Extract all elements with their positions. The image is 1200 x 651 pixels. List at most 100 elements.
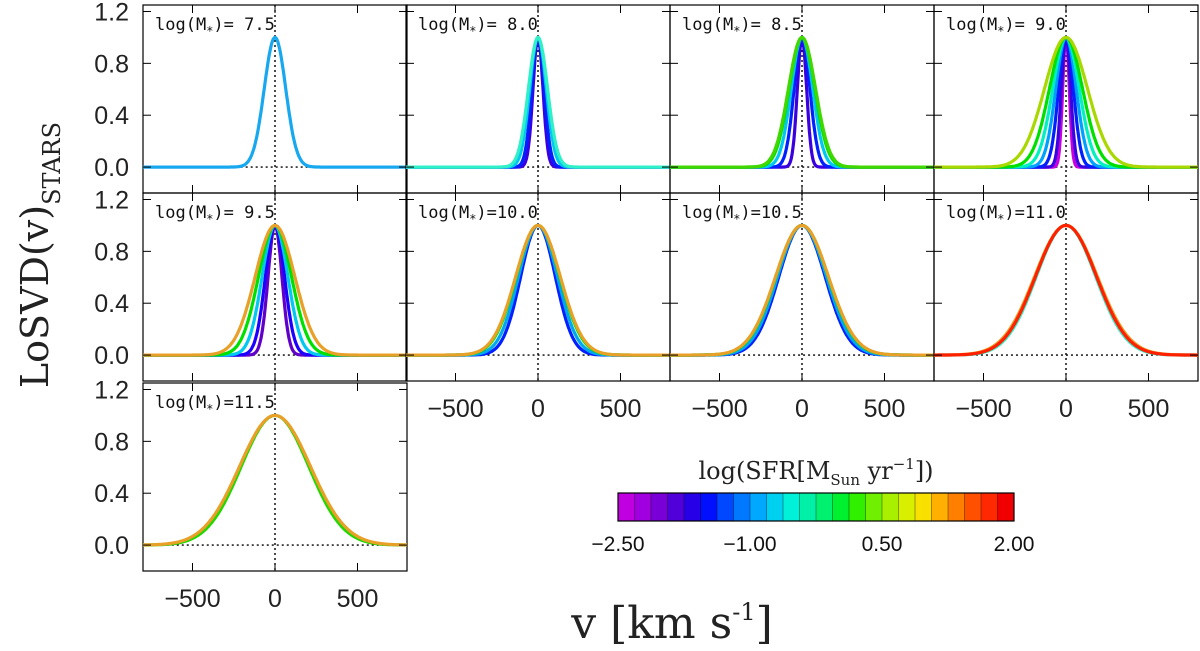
series-line-3 bbox=[406, 35, 670, 169]
y-tick-label: 0.0 bbox=[94, 154, 129, 182]
panel-3: log(M*)= 9.0 bbox=[933, 4, 1199, 194]
panel-label-prefix: log(M bbox=[682, 15, 733, 35]
colorbar-title-subscript: Sun bbox=[830, 471, 860, 489]
x-axis-title-main: v [km s bbox=[570, 598, 732, 649]
panel-label-subscript: * bbox=[206, 24, 213, 38]
panel-label: log(M*)= 9.0 bbox=[946, 15, 1066, 38]
colorbar-swatch bbox=[915, 493, 932, 521]
panel-label-subscript: * bbox=[997, 24, 1004, 38]
panel-label-suffix: )= bbox=[1004, 15, 1024, 35]
x-tick-label: 0 bbox=[795, 395, 809, 423]
x-axis-title-superscript: -1 bbox=[732, 598, 755, 626]
panel-7: −500 0 500 log(M*)=11.0 bbox=[933, 192, 1199, 423]
colorbar-swatch bbox=[948, 493, 965, 521]
y-tick-label: 0.8 bbox=[94, 50, 129, 78]
y-axis-title-subscript: STARS bbox=[38, 122, 66, 205]
colorbar-swatch bbox=[898, 493, 916, 521]
colorbar-title-suffix: ]) bbox=[915, 457, 934, 485]
panel-label-prefix: log(M bbox=[418, 15, 469, 35]
colorbar-swatch bbox=[849, 493, 866, 521]
colorbar-swatch bbox=[832, 493, 850, 521]
x-axis-title: v [km s-1] bbox=[570, 598, 773, 649]
colorbar-swatch bbox=[964, 493, 982, 521]
y-axis-title: LoSVD(v)STARS bbox=[13, 122, 66, 388]
panel-label-value: 10.5 bbox=[761, 203, 802, 223]
panel-label-prefix: log(M bbox=[155, 393, 206, 413]
series-line-6 bbox=[934, 35, 1198, 169]
x-tick-label: 0 bbox=[1059, 395, 1073, 423]
axis-titles: v [km s-1] LoSVD(v)STARS bbox=[13, 122, 773, 649]
panel-label: log(M*)= 7.5 bbox=[155, 15, 275, 38]
panel-label-suffix: )= bbox=[213, 203, 233, 223]
x-tick-label: −500 bbox=[691, 395, 747, 423]
colorbar-frame bbox=[617, 492, 1015, 522]
series-line-4 bbox=[143, 223, 407, 357]
panel-label-suffix: )= bbox=[476, 203, 496, 223]
colorbar-swatch bbox=[783, 493, 800, 521]
panel-6: −500 0 500 log(M*)=10.5 bbox=[669, 192, 935, 423]
panel-label-value: 8.5 bbox=[761, 15, 802, 35]
panel-label-value: 7.5 bbox=[234, 15, 275, 35]
panel-label-prefix: log(M bbox=[682, 203, 733, 223]
x-tick-label: 500 bbox=[600, 395, 642, 423]
colorbar-swatch bbox=[882, 493, 899, 521]
panel-label: log(M*)= 9.5 bbox=[155, 203, 275, 226]
y-tick-label: 0.0 bbox=[94, 532, 129, 560]
y-tick-label: 0.0 bbox=[94, 342, 129, 370]
panel-label-suffix: )= bbox=[1004, 203, 1024, 223]
panel-5: −500 0 500 log(M*)=10.0 bbox=[405, 192, 671, 423]
colorbar-tick-label: 0.50 bbox=[862, 533, 903, 556]
panel-label-subscript: * bbox=[206, 212, 213, 226]
panel-label-subscript: * bbox=[733, 212, 740, 226]
y-tick-label: 0.4 bbox=[94, 102, 129, 130]
panel-8: 0.0 0.4 0.8 1.2 −500 0 500 log(M*)=11.5 bbox=[94, 376, 408, 613]
y-tick-label: 0.8 bbox=[94, 238, 129, 266]
panel-label-subscript: * bbox=[206, 402, 213, 416]
x-tick-label: −500 bbox=[164, 585, 220, 613]
colorbar-swatch bbox=[667, 493, 685, 521]
colorbar-swatch bbox=[766, 493, 784, 521]
colorbar-swatch bbox=[931, 493, 949, 521]
panel-label-prefix: log(M bbox=[946, 203, 997, 223]
y-tick-label: 0.4 bbox=[94, 480, 129, 508]
panels-layer: 0.00.40.81.2 log(M*)= 7.5 log(M*)= 8.0 log(… bbox=[94, 0, 1199, 613]
series-line-3 bbox=[670, 223, 934, 357]
colorbar-title-prefix: log(SFR[M bbox=[698, 457, 830, 485]
panel-label-subscript: * bbox=[469, 212, 476, 226]
curves bbox=[143, 223, 407, 357]
colorbar-title: log(SFR[MSun yr−1]) bbox=[698, 455, 933, 489]
series-line-4 bbox=[670, 35, 934, 169]
colorbar-swatch bbox=[717, 493, 734, 521]
series-line-3 bbox=[406, 223, 670, 357]
x-tick-label: −500 bbox=[955, 395, 1011, 423]
curves bbox=[934, 35, 1198, 169]
colorbar-swatch bbox=[865, 493, 883, 521]
y-tick-label: 1.2 bbox=[94, 186, 129, 214]
x-tick-label: 500 bbox=[337, 585, 379, 613]
curves bbox=[670, 223, 934, 357]
x-tick-label: 0 bbox=[531, 395, 545, 423]
panel-label-suffix: )= bbox=[213, 393, 233, 413]
colorbar-tick-label: 2.00 bbox=[994, 533, 1035, 556]
colorbar-swatch bbox=[997, 493, 1015, 521]
colorbar-swatch bbox=[799, 493, 817, 521]
colorbar-swatch bbox=[816, 493, 833, 521]
panel-label-prefix: log(M bbox=[946, 15, 997, 35]
panel-label: log(M*)= 8.5 bbox=[682, 15, 802, 38]
panel-label: log(M*)=10.5 bbox=[682, 203, 802, 226]
colorbar-swatch bbox=[634, 493, 652, 521]
colorbar-tick-label: −1.00 bbox=[723, 533, 776, 556]
series-line-2 bbox=[934, 223, 1198, 357]
panel-label-value: 9.0 bbox=[1025, 15, 1066, 35]
y-tick-label: 0.8 bbox=[94, 428, 129, 456]
panel-label: log(M*)= 8.0 bbox=[418, 15, 538, 38]
panel-label-value: 10.0 bbox=[497, 203, 538, 223]
y-tick-label: 1.2 bbox=[94, 0, 129, 26]
colorbar: −2.50 −1.00 0.50 2.00 log(SFR[MSun yr−1]) bbox=[591, 455, 1034, 556]
panel-label-suffix: )= bbox=[213, 15, 233, 35]
colorbar-swatch bbox=[684, 493, 701, 521]
panel-2: log(M*)= 8.5 bbox=[669, 4, 935, 194]
panel-label-subscript: * bbox=[469, 24, 476, 38]
colorbar-title-superscript: −1 bbox=[893, 455, 915, 473]
